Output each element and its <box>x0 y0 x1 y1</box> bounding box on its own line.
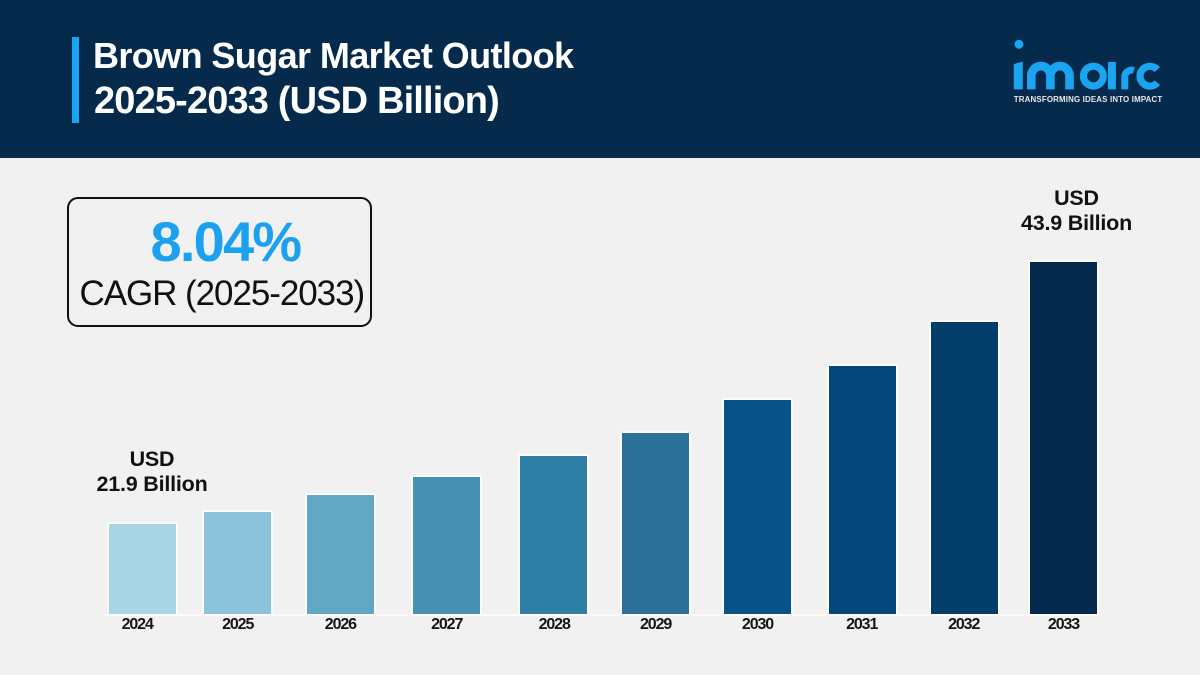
svg-text:TRANSFORMING IDEAS INTO IMPACT: TRANSFORMING IDEAS INTO IMPACT <box>1014 95 1163 104</box>
